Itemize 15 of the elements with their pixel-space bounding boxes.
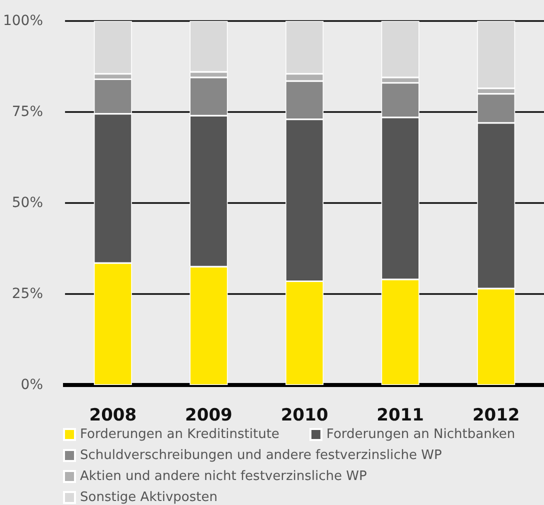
legend-label: Forderungen an Kreditinstitute (80, 427, 280, 442)
x-tick-label: 2012 (472, 406, 520, 426)
legend-label: Forderungen an Nichtbanken (326, 427, 516, 442)
x-tick-label: 2010 (280, 406, 328, 426)
x-tick-label: 2009 (185, 406, 232, 426)
y-tick-label: 50% (12, 195, 44, 211)
legend-label: Aktien und andere nicht festverzinsliche WP (80, 469, 367, 484)
legend-label: Schuldverschreibungen und andere festverzinsliche WP (80, 448, 442, 463)
y-tick-label: 25% (12, 286, 44, 302)
y-tick-label: 75% (12, 104, 44, 120)
legend-label: Sonstige Aktivposten (80, 490, 218, 505)
x-tick-label: 2011 (376, 406, 424, 426)
x-tick-label: 2008 (89, 406, 137, 426)
y-tick-label: 100% (2, 13, 44, 29)
y-tick-label: 0% (20, 377, 44, 393)
